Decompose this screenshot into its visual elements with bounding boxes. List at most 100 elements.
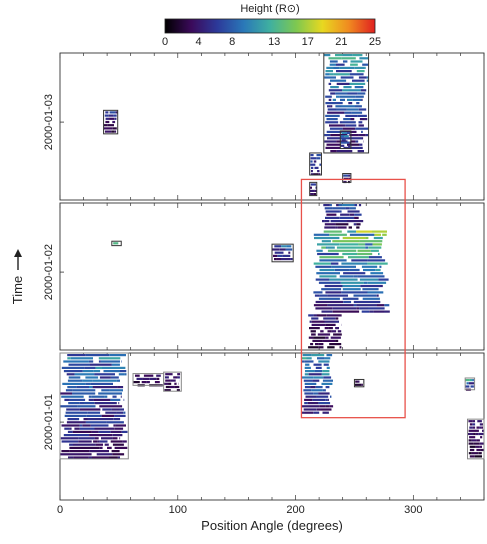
data-streak xyxy=(319,294,328,297)
data-streak xyxy=(347,143,360,146)
data-streak xyxy=(384,310,390,313)
data-streak xyxy=(341,291,368,294)
data-streak xyxy=(348,144,351,147)
data-streak xyxy=(326,314,341,317)
data-streak xyxy=(310,343,314,346)
data-streak xyxy=(353,304,356,307)
data-streak xyxy=(112,453,125,456)
data-streak xyxy=(124,373,127,376)
region-box xyxy=(59,352,129,460)
data-streak xyxy=(310,193,314,196)
data-streak xyxy=(305,370,315,373)
data-streak xyxy=(330,92,336,95)
data-streak xyxy=(136,377,143,380)
data-streak xyxy=(311,354,321,357)
data-streak xyxy=(477,420,482,423)
data-streak xyxy=(104,127,107,130)
data-streak xyxy=(93,379,117,382)
data-streak xyxy=(290,258,293,261)
data-streak xyxy=(382,233,387,236)
data-streak xyxy=(360,89,366,92)
data-streak xyxy=(318,281,341,284)
data-streak xyxy=(327,398,329,401)
data-streak xyxy=(79,408,101,411)
data-streak xyxy=(113,424,116,427)
region-box xyxy=(339,130,352,150)
data-streak xyxy=(169,385,175,389)
data-streak xyxy=(368,246,382,249)
data-streak xyxy=(345,114,358,117)
data-streak xyxy=(466,382,469,385)
data-streak xyxy=(61,366,84,369)
data-layer xyxy=(60,54,484,459)
data-streak xyxy=(104,130,112,133)
data-streak xyxy=(111,363,120,366)
data-streak xyxy=(286,245,292,248)
data-streak xyxy=(142,377,150,380)
data-streak xyxy=(121,430,128,433)
data-streak xyxy=(365,243,373,246)
data-streak xyxy=(357,275,385,278)
region-box xyxy=(342,173,352,183)
data-streak xyxy=(90,363,112,366)
data-streak xyxy=(334,320,339,323)
data-streak xyxy=(340,76,354,79)
data-streak xyxy=(321,408,332,411)
data-streak xyxy=(74,373,95,376)
data-streak xyxy=(168,382,172,385)
data-streak xyxy=(349,73,364,76)
region-box xyxy=(467,418,485,460)
data-streak xyxy=(105,111,109,114)
data-streak xyxy=(87,411,101,414)
data-streak xyxy=(304,382,317,385)
data-streak xyxy=(106,421,124,424)
data-streak xyxy=(367,291,384,294)
data-streak xyxy=(288,251,291,254)
y-tick-label: 2000-01-03 xyxy=(43,94,55,150)
data-streak xyxy=(326,213,337,216)
data-streak xyxy=(342,127,355,130)
data-streak xyxy=(98,360,101,363)
data-streak xyxy=(310,386,316,389)
data-streak xyxy=(349,207,356,210)
colorbar-tick-label: 25 xyxy=(369,36,381,48)
x-tick-label: 300 xyxy=(404,504,422,516)
data-streak xyxy=(349,233,375,236)
data-streak xyxy=(116,379,120,382)
data-streak xyxy=(472,426,476,429)
data-streak xyxy=(339,66,355,69)
data-streak xyxy=(365,236,369,240)
data-streak xyxy=(321,246,326,249)
data-streak xyxy=(335,54,343,57)
data-streak xyxy=(94,427,115,430)
data-streak xyxy=(347,220,363,223)
data-streak xyxy=(327,111,345,114)
data-streak xyxy=(472,423,476,426)
data-streak xyxy=(73,389,96,392)
data-streak xyxy=(111,130,115,133)
data-streak xyxy=(473,432,476,436)
data-streak xyxy=(340,137,349,140)
data-streak xyxy=(102,408,112,411)
data-streak xyxy=(335,105,342,108)
data-streak xyxy=(353,223,357,226)
data-streak xyxy=(78,437,95,440)
data-streak xyxy=(304,386,311,389)
data-streak xyxy=(332,240,360,243)
data-streak xyxy=(358,121,363,124)
data-streak xyxy=(319,405,325,408)
data-streak xyxy=(468,382,473,385)
data-streak xyxy=(324,357,331,360)
data-streak xyxy=(64,398,70,401)
data-streak xyxy=(469,423,473,426)
data-streak xyxy=(360,284,381,288)
data-streak xyxy=(313,173,318,176)
data-streak xyxy=(63,360,89,363)
data-streak xyxy=(357,150,364,153)
data-streak xyxy=(88,456,92,459)
data-streak xyxy=(362,137,364,140)
data-streak xyxy=(105,120,110,124)
data-streak xyxy=(313,304,328,307)
data-streak xyxy=(372,230,387,233)
data-streak xyxy=(165,385,170,389)
